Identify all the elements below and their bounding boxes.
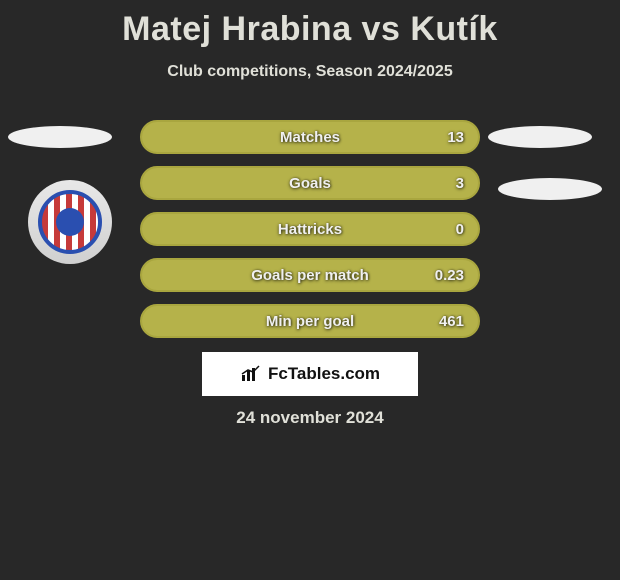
club-badge-core [56, 208, 84, 236]
stat-bars: Matches 13 Goals 3 Hattricks 0 Goals per match… [140, 120, 480, 350]
stat-bar-label: Matches [280, 129, 340, 146]
stat-bar-value: 0 [456, 221, 464, 238]
stat-bar-label: Goals [289, 175, 331, 192]
stat-bar: Goals per match 0.23 [140, 258, 480, 292]
brand-text: FcTables.com [268, 364, 380, 384]
stat-bar: Matches 13 [140, 120, 480, 154]
bar-chart-icon [240, 365, 262, 383]
brand-box: FcTables.com [202, 352, 418, 396]
date-label: 24 november 2024 [0, 408, 620, 428]
placeholder-ellipse [488, 126, 592, 148]
placeholder-ellipse [498, 178, 602, 200]
stat-bar-value: 3 [456, 175, 464, 192]
stat-bar-value: 461 [439, 313, 464, 330]
page-title: Matej Hrabina vs Kutík [0, 0, 620, 49]
stat-bar-label: Min per goal [266, 313, 354, 330]
stat-bar-value: 0.23 [435, 267, 464, 284]
stat-bar: Min per goal 461 [140, 304, 480, 338]
club-badge-stripes [38, 190, 102, 254]
page-subtitle: Club competitions, Season 2024/2025 [0, 63, 620, 81]
club-badge-left [28, 180, 112, 264]
stat-bar-value: 13 [447, 129, 464, 146]
stat-bar-label: Hattricks [278, 221, 342, 238]
stat-bar: Goals 3 [140, 166, 480, 200]
placeholder-ellipse [8, 126, 112, 148]
stat-bar: Hattricks 0 [140, 212, 480, 246]
stat-bar-label: Goals per match [251, 267, 369, 284]
